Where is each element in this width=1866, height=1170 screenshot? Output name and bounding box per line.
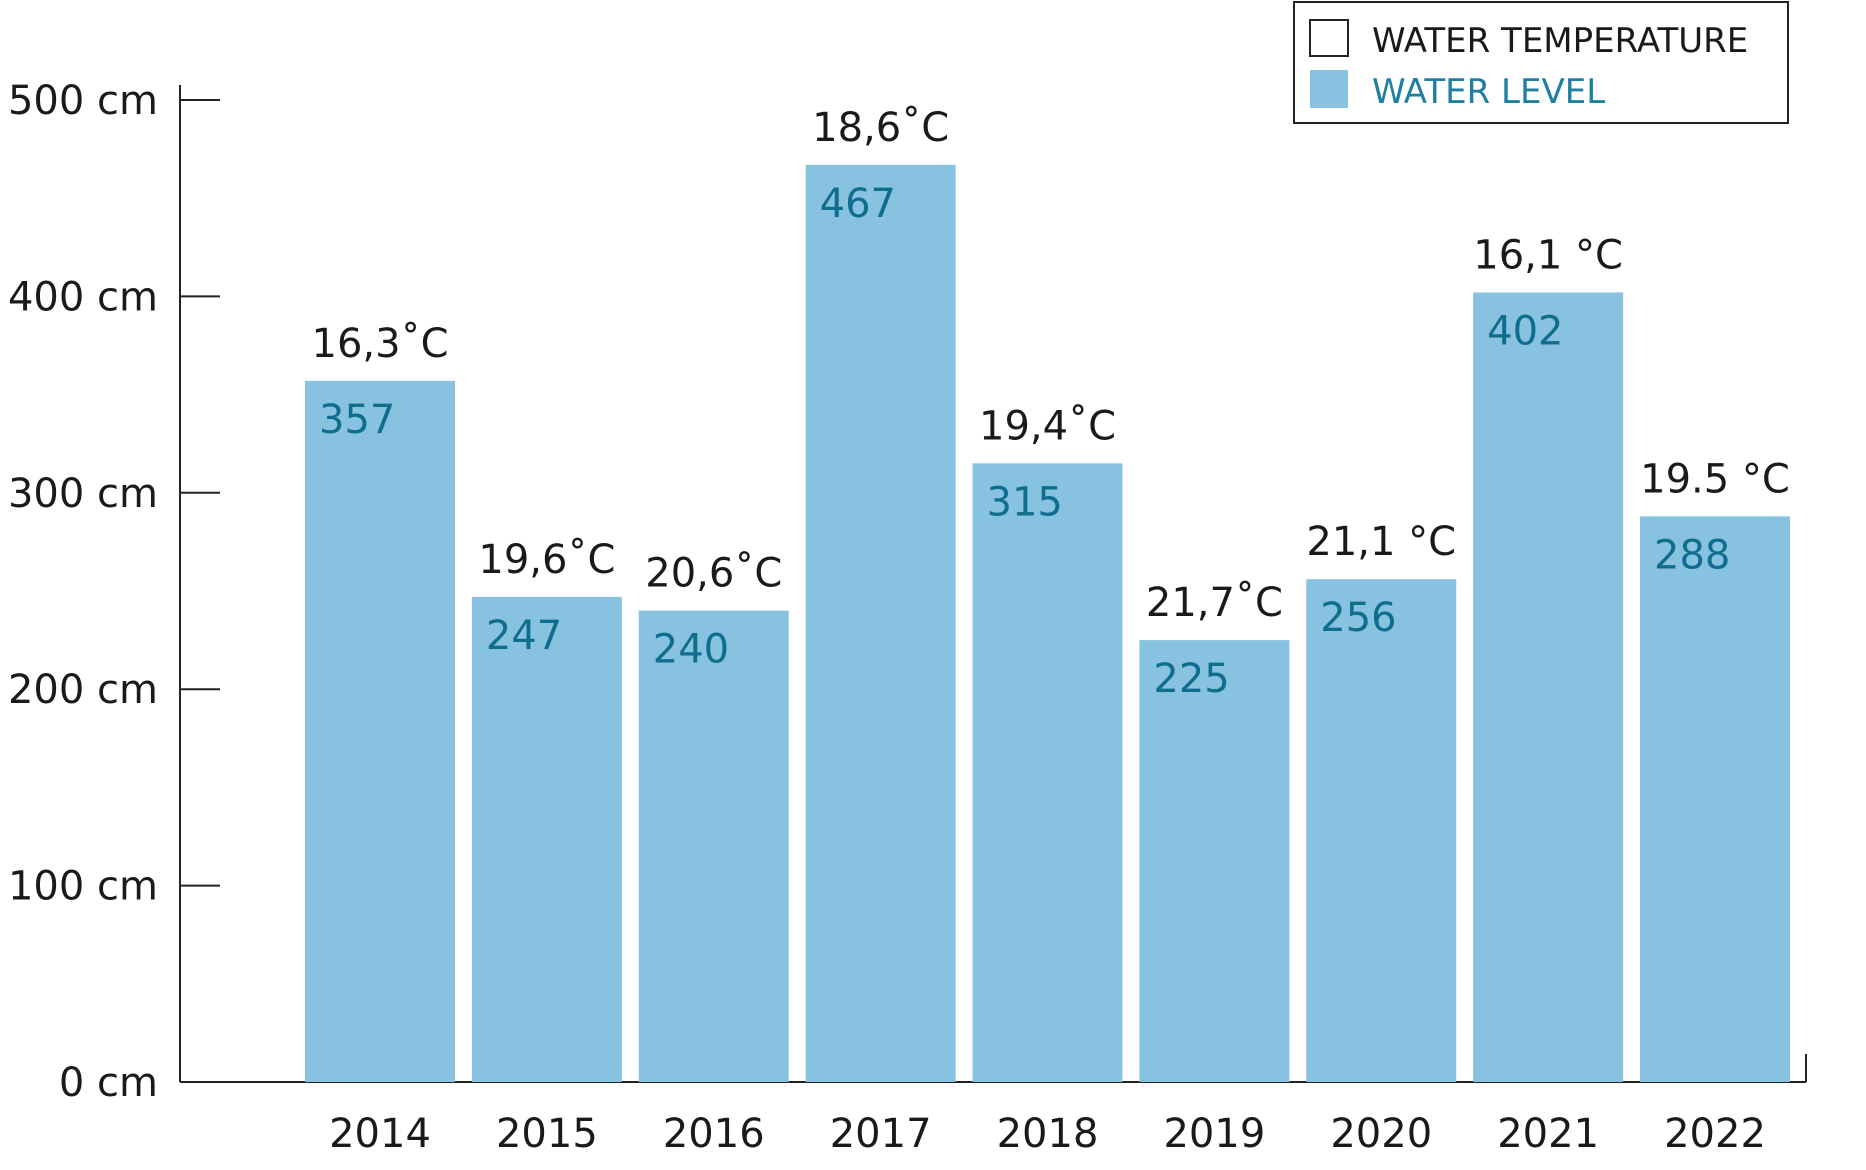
temperature-label: 20,6˚C (645, 551, 782, 597)
legend-label-level: WATER LEVEL (1372, 72, 1605, 112)
x-category-label: 2014 (329, 1111, 431, 1157)
legend-label-temperature: WATER TEMPERATURE (1372, 21, 1748, 61)
bar-value-label: 240 (653, 627, 729, 673)
bars-group (305, 164, 1790, 1083)
bar-value-label: 357 (319, 397, 395, 443)
bar (1306, 579, 1457, 1082)
bar-value-label: 315 (987, 479, 1063, 525)
bar-value-label: 247 (486, 613, 562, 659)
bar (805, 164, 956, 1082)
x-category-label: 2016 (663, 1111, 765, 1157)
temperature-label: 16,3˚C (312, 321, 449, 367)
temperature-label: 16,1 °C (1473, 232, 1623, 278)
temperature-label: 21,1 °C (1306, 519, 1456, 565)
y-tick-label: 400 cm (8, 274, 158, 320)
x-category-label: 2018 (997, 1111, 1099, 1157)
y-tick-label: 300 cm (8, 471, 158, 517)
legend-frame (1293, 1, 1789, 124)
bar-value-label: 225 (1153, 656, 1229, 702)
y-tick-label: 0 cm (59, 1060, 158, 1106)
x-category-label: 2017 (830, 1111, 932, 1157)
y-tick-label: 500 cm (8, 78, 158, 124)
y-axis-ticks: 0 cm 100 cm 200 cm 300 cm 400 cm 500 cm (8, 78, 220, 1106)
y-tick-label: 100 cm (8, 864, 158, 910)
bar-value-label: 467 (820, 181, 896, 227)
legend-swatch-temperature (1309, 19, 1349, 57)
bar (1473, 292, 1624, 1082)
temperature-label: 19,4˚C (979, 403, 1116, 449)
bar (972, 463, 1123, 1083)
temperature-label: 21,7˚C (1146, 580, 1283, 626)
x-category-label: 2021 (1497, 1111, 1599, 1157)
legend: WATER TEMPERATURE WATER LEVEL (1293, 1, 1789, 124)
temperature-label: 19.5 °C (1640, 456, 1790, 502)
temperature-label: 18,6˚C (812, 105, 949, 151)
bar-value-label: 288 (1654, 532, 1730, 578)
labels-group: 357 16,3˚C 2014 247 19,6˚C 2015 240 20,6˚C 2016 4… (312, 105, 1790, 1157)
legend-swatch-level (1310, 70, 1348, 108)
bar-value-label: 256 (1320, 595, 1396, 641)
bar (1139, 640, 1290, 1082)
x-category-label: 2020 (1330, 1111, 1432, 1157)
bar (638, 610, 789, 1082)
x-category-label: 2015 (496, 1111, 598, 1157)
temperature-label: 19,6˚C (478, 537, 615, 583)
x-category-label: 2019 (1163, 1111, 1265, 1157)
y-tick-label: 200 cm (8, 667, 158, 713)
bar-value-label: 402 (1487, 308, 1563, 354)
x-category-label: 2022 (1664, 1111, 1766, 1157)
bar (1640, 516, 1790, 1082)
bar (471, 596, 622, 1082)
bar (305, 380, 455, 1082)
